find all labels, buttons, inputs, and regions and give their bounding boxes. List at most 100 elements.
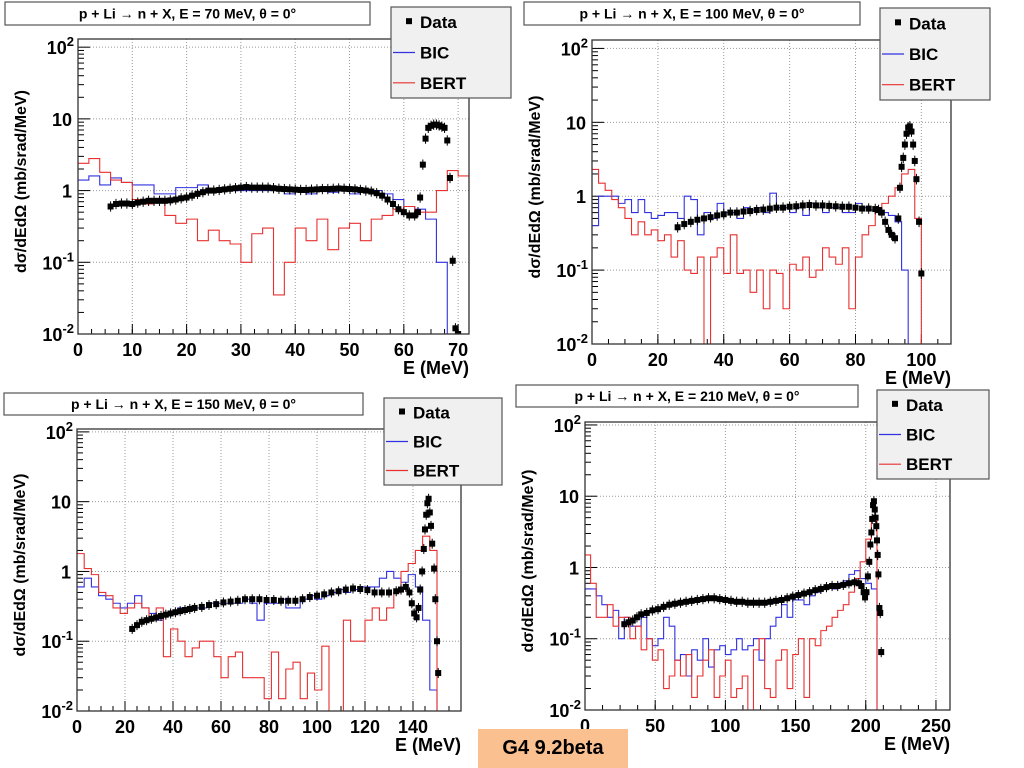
data-point: [422, 133, 429, 144]
data-point: [406, 587, 413, 598]
data-point: [739, 596, 746, 607]
data-point: [281, 183, 288, 195]
data-point: [895, 213, 902, 224]
x-tick-label: 0: [72, 717, 82, 737]
data-point: [772, 595, 779, 606]
y-tick-label: 10-2: [556, 331, 588, 355]
y-tick-base: 10: [41, 702, 61, 722]
y-tick-label: 102: [47, 34, 74, 58]
data-point: [199, 187, 206, 198]
data-point: [400, 207, 407, 218]
data-point: [118, 198, 125, 209]
data-point: [129, 623, 136, 634]
data-point: [216, 184, 223, 196]
x-tick-label: 30: [231, 340, 251, 360]
y-tick-base: 10: [556, 335, 576, 355]
data-point: [151, 195, 158, 206]
x-axis-label: E (MeV): [884, 734, 950, 754]
data-point: [687, 216, 694, 228]
data-point: [330, 183, 337, 194]
legend-label: Data: [420, 13, 457, 32]
data-point: [845, 201, 852, 213]
data-point: [314, 590, 320, 601]
data-point: [851, 577, 858, 588]
data-point: [408, 598, 415, 609]
data-point: [140, 196, 147, 207]
y-tick-label: 10-1: [41, 628, 73, 652]
x-tick-label: 0: [73, 340, 83, 360]
x-tick-label: 20: [177, 340, 197, 360]
data-point: [420, 543, 427, 554]
x-tick-label: 40: [714, 350, 734, 370]
data-point: [308, 184, 315, 195]
legend: Data BIC BERT: [876, 389, 990, 480]
data-point: [254, 182, 261, 193]
data-point: [107, 201, 114, 212]
y-tick-label: 102: [554, 412, 581, 436]
data-point: [248, 182, 255, 193]
data-point: [728, 595, 734, 606]
data-point: [389, 198, 396, 210]
data-point: [773, 202, 780, 213]
data-point: [806, 587, 813, 598]
data-point: [270, 594, 277, 605]
data-point: [167, 608, 174, 619]
data-point: [205, 185, 212, 196]
title-box: [3, 392, 364, 416]
y-tick-exponent: -2: [61, 698, 73, 713]
x-tick-label: 60: [780, 350, 800, 370]
data-point: [681, 218, 688, 230]
data-point: [839, 201, 846, 213]
data-point: [892, 232, 899, 244]
data-point: [638, 609, 645, 620]
data-point: [750, 597, 757, 608]
data-point: [134, 197, 141, 208]
y-tick-exponent: 2: [581, 35, 588, 50]
data-point: [395, 204, 402, 215]
data-point: [677, 597, 684, 608]
data-point: [674, 221, 681, 233]
y-tick-label: 1: [569, 558, 579, 578]
data-point: [885, 224, 892, 236]
data-point: [435, 668, 442, 679]
data-point: [767, 596, 774, 607]
legend: Data BIC BERT: [390, 6, 512, 99]
y-axis-label: dσ/dEdΩ (mb/srad/MeV): [527, 96, 544, 279]
x-tick-label: 200: [851, 716, 881, 736]
y-tick-label: 1: [62, 182, 72, 202]
data-point: [422, 524, 428, 535]
data-point: [655, 604, 661, 615]
y-tick-exponent: 2: [574, 412, 581, 427]
data-point: [753, 204, 760, 216]
x-tick-label: 20: [115, 717, 135, 737]
data-point: [265, 182, 272, 193]
data-point: [292, 184, 299, 195]
x-axis-label: E (MeV): [885, 368, 951, 388]
y-tick-base: 1: [576, 187, 586, 207]
data-point: [143, 615, 150, 626]
y-tick-label: 102: [46, 419, 73, 443]
x-tick-label: 100: [710, 716, 740, 736]
data-point: [313, 184, 320, 195]
data-point: [249, 594, 256, 605]
data-point: [299, 594, 306, 605]
y-tick-label: 10: [559, 487, 579, 507]
data-point: [649, 605, 656, 616]
data-point: [872, 203, 879, 215]
data-point: [263, 594, 270, 605]
data-point: [874, 549, 881, 561]
y-tick-exponent: -1: [569, 626, 581, 641]
data-point: [869, 513, 876, 525]
data-point: [874, 535, 880, 546]
data-point: [817, 583, 824, 595]
x-tick-label: 70: [448, 340, 468, 360]
legend-label: BERT: [906, 455, 953, 474]
y-tick-base: 10: [46, 423, 66, 443]
y-tick-base: 10: [559, 487, 579, 507]
data-point: [916, 216, 923, 228]
data-point: [823, 582, 830, 593]
y-tick-base: 10: [554, 416, 574, 436]
plot-title: p + Li → n + X, E = 70 MeV, θ = 0°: [79, 6, 296, 22]
y-tick-exponent: -1: [576, 257, 588, 272]
